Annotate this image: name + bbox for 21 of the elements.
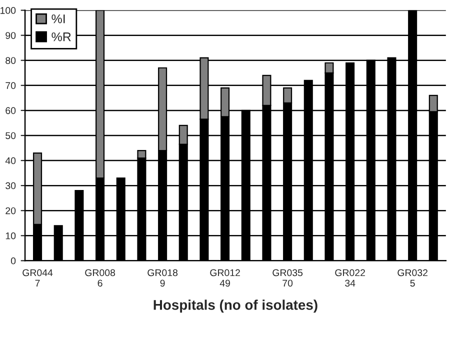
y-tick-label: 70 [6,82,16,90]
y-tick-label: 90 [6,32,16,39]
y-tick-label: 20 [6,207,16,214]
y-tick-label: 0 [10,257,16,264]
y-tick-label: 40 [5,157,16,164]
legend-label: %I [52,14,65,24]
x-tick-label: GR044 7 [22,269,53,287]
x-axis-title: Hospitals (no of isolates) [154,300,318,313]
y-tick-label: 100 [0,7,16,14]
y-tick-label: 60 [6,107,16,114]
x-tick-label: GR018 9 [148,269,178,287]
x-tick-label: GR008 6 [85,269,116,287]
y-tick-label: 30 [6,182,16,190]
y-tick-label: 80 [6,57,16,64]
x-tick-label: GR035 70 [272,269,303,287]
legend-label: %R [52,32,71,42]
y-tick-label: 50 [6,132,16,140]
x-tick-label: GR012 49 [210,269,240,287]
x-tick-label: GR032 5 [398,269,428,287]
x-tick-label: GR022 34 [335,269,365,287]
y-tick-label: 10 [6,232,16,240]
